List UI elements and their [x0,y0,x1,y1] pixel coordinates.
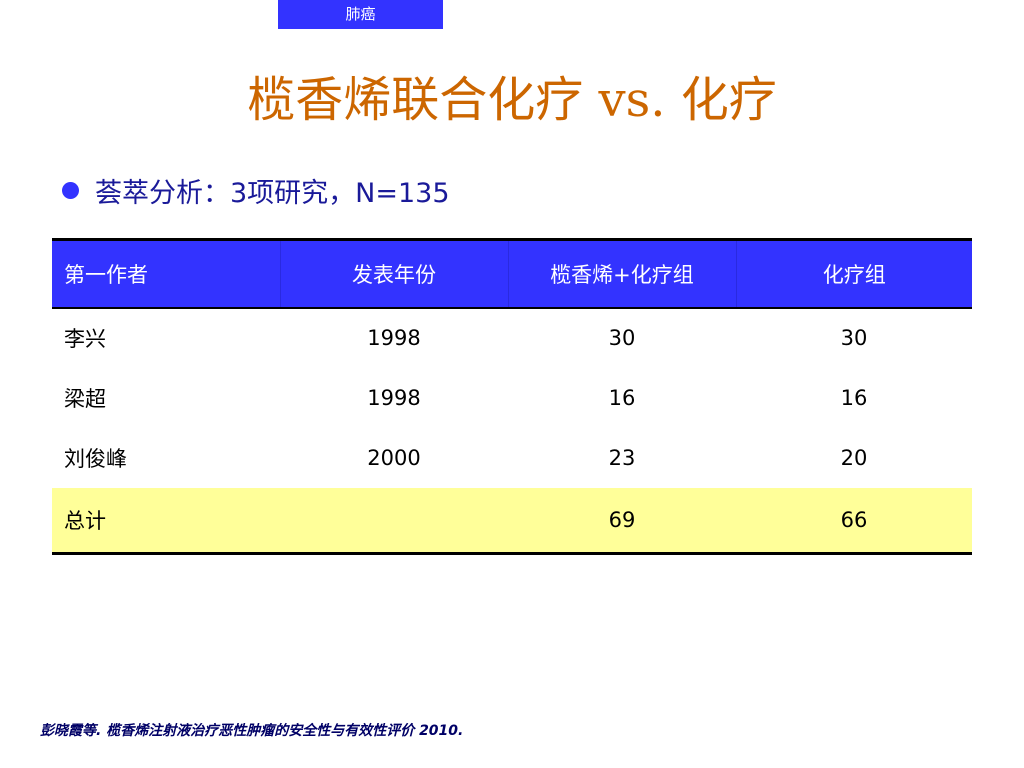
cell-elemene-chemo: 30 [608,326,636,350]
header-publication-year: 发表年份 [279,239,508,308]
cell-chemo: 30 [840,326,868,350]
header-first-author: 第一作者 [64,262,148,287]
total-elemene-chemo: 69 [608,507,636,532]
cell-year: 1998 [367,326,421,350]
cell-author: 梁超 [64,386,106,411]
bullet-dot-icon [62,181,79,199]
table-row: 梁超 1998 16 16 [52,368,972,428]
citation-footnote: 彭晓霞等. 榄香烯注射液治疗恶性肿瘤的安全性与有效性评价 2010. [40,723,464,739]
header-elemene-chemo-group: 榄香烯+化疗组 [507,239,736,308]
cell-chemo: 16 [840,385,868,410]
table-row: 刘俊峰 2000 23 20 [52,428,972,488]
total-year-empty [280,488,508,554]
study-table: 第一作者 发表年份 榄香烯+化疗组 化疗组 李兴 1998 30 30 梁超 1… [52,238,972,555]
bullet-point: 荟萃分析：3项研究，N=135 [62,168,450,212]
cell-elemene-chemo: 23 [608,445,636,470]
topic-tag: 肺癌 [278,0,443,29]
table-row: 李兴 1998 30 30 [52,308,972,368]
cell-year: 1998 [367,385,421,410]
table-total-row: 总计 69 66 [52,487,972,554]
bullet-text: 荟萃分析：3项研究，N=135 [95,177,450,209]
cell-elemene-chemo: 16 [608,385,636,410]
header-chemo-group: 化疗组 [735,239,972,308]
total-chemo: 66 [840,507,868,532]
cell-author: 李兴 [64,327,106,351]
cell-chemo: 20 [840,445,868,470]
total-label: 总计 [64,508,106,533]
cell-author: 刘俊峰 [64,446,127,471]
table-header-row: 第一作者 发表年份 榄香烯+化疗组 化疗组 [52,239,972,308]
slide-title: 榄香烯联合化疗 vs. 化疗 [247,72,777,128]
cell-year: 2000 [367,445,421,470]
